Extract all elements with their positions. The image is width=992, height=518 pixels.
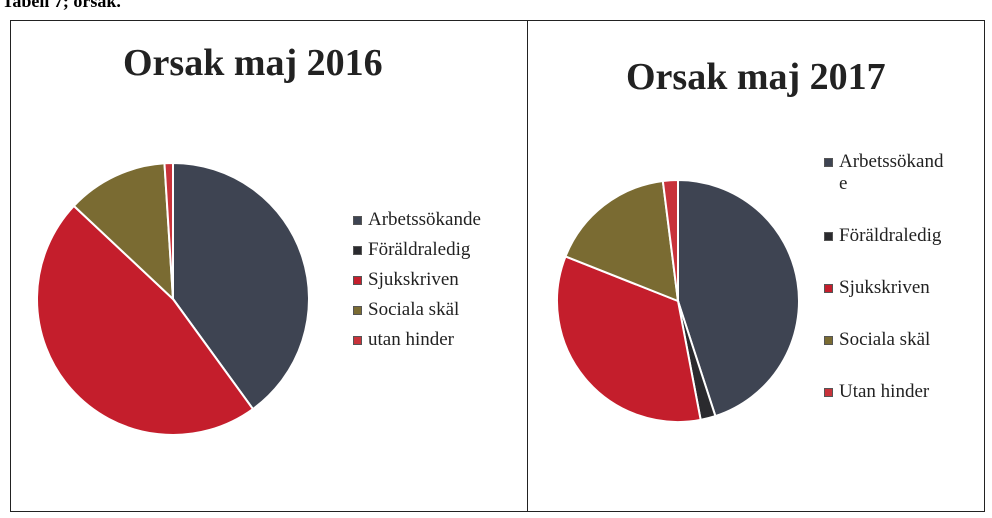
chart-title: Orsak maj 2017 bbox=[626, 56, 886, 98]
pie-slice bbox=[163, 161, 174, 300]
legend-label: Sociala skäl bbox=[839, 329, 931, 350]
pie-slice bbox=[677, 178, 800, 418]
legend-swatch bbox=[353, 216, 362, 225]
legend-item: Föräldraledig bbox=[824, 225, 948, 247]
legend-label: Sjukskriven bbox=[368, 269, 459, 290]
legend: Arbetssökande Föräldraledig Sjukskriven Soc… bbox=[353, 209, 523, 359]
legend-swatch bbox=[824, 336, 833, 345]
legend-swatch bbox=[824, 158, 833, 167]
legend-label: Utan hinder bbox=[839, 381, 930, 402]
legend-item: Sjukskriven bbox=[353, 269, 523, 291]
pie bbox=[556, 178, 800, 423]
legend-item: Utan hinder bbox=[824, 381, 948, 403]
legend-swatch bbox=[824, 284, 833, 293]
legend-swatch bbox=[824, 388, 833, 397]
pie bbox=[36, 161, 310, 436]
legend-item: utan hinder bbox=[353, 329, 523, 351]
chart-title: Orsak maj 2016 bbox=[123, 42, 383, 84]
pie-slice bbox=[556, 255, 702, 423]
pie-slice bbox=[172, 161, 310, 411]
legend-label: Sociala skäl bbox=[368, 299, 460, 320]
legend-label: utan hinder bbox=[368, 329, 455, 350]
legend-item: Sociala skäl bbox=[353, 299, 523, 321]
legend-swatch bbox=[353, 246, 362, 255]
pie-slice bbox=[661, 178, 679, 302]
pie-slice bbox=[564, 179, 680, 303]
legend-label: Sjukskriven bbox=[839, 277, 930, 298]
legend-item: Sociala skäl bbox=[824, 329, 948, 351]
pie-slice bbox=[36, 204, 255, 436]
legend-item: Arbetssökande bbox=[824, 151, 948, 195]
legend-label: Arbetssökande bbox=[368, 209, 481, 230]
legend-item: Arbetssökande bbox=[353, 209, 523, 231]
legend-label: Föräldraledig bbox=[368, 239, 471, 260]
legend: Arbetssökande Föräldraledig Sjukskriven Soc… bbox=[824, 151, 948, 433]
legend-swatch bbox=[353, 276, 362, 285]
chart-panel: Orsak maj 2016 Arbetssökande Föräldraledi… bbox=[10, 20, 528, 512]
chart-panel: Orsak maj 2017 Arbetssökande Föräldraledi… bbox=[527, 20, 985, 512]
legend-item: Sjukskriven bbox=[824, 277, 948, 299]
pie-slice bbox=[72, 162, 175, 302]
legend-label: Arbetssökande bbox=[839, 151, 944, 194]
caption: Tabell 7; orsak. bbox=[2, 0, 121, 11]
legend-swatch bbox=[353, 306, 362, 315]
legend-swatch bbox=[353, 336, 362, 345]
legend-item: Föräldraledig bbox=[353, 239, 523, 261]
legend-label: Föräldraledig bbox=[839, 225, 942, 246]
legend-swatch bbox=[824, 232, 833, 241]
